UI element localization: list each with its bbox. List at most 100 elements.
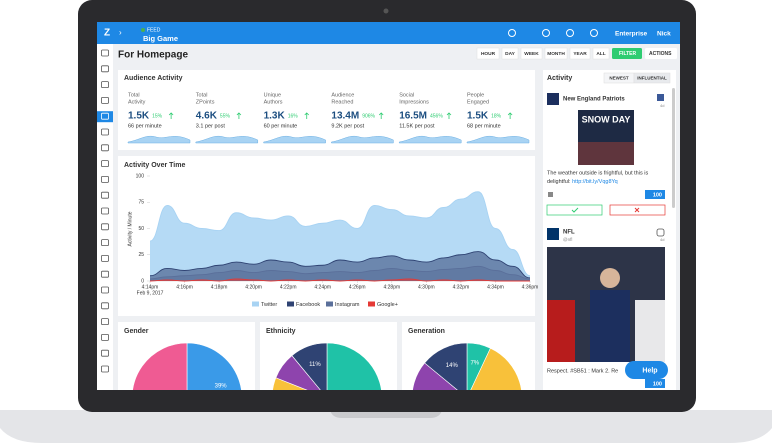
instagram-icon	[656, 228, 665, 237]
legend-label[interactable]: Google+	[377, 302, 398, 308]
sidebar-icon[interactable]	[101, 318, 109, 326]
legend-label[interactable]: Twitter	[261, 302, 277, 308]
sidebar-icon[interactable]	[101, 207, 109, 215]
sidebar-icon[interactable]	[101, 365, 109, 373]
metric-label: Total	[128, 92, 140, 98]
area-fill	[150, 266, 530, 281]
post-age: 4d	[660, 237, 664, 242]
legend-label[interactable]: Instagram	[335, 302, 360, 308]
time-filter-button[interactable]	[544, 47, 568, 60]
page-title: For Homepage	[118, 50, 188, 61]
time-filter-button[interactable]	[476, 47, 500, 60]
post-author[interactable]: NFL	[563, 230, 575, 236]
nav-icon[interactable]	[566, 29, 574, 37]
feed-name[interactable]: Big Game	[143, 34, 178, 43]
y-tick-label: 100	[136, 173, 145, 179]
y-axis-label: Activity / Minute	[127, 211, 133, 246]
sidebar-icon[interactable]	[101, 239, 109, 247]
like-icon[interactable]	[548, 192, 553, 197]
sidebar-icon[interactable]	[101, 65, 109, 73]
tab-label[interactable]: NEWEST	[609, 76, 629, 81]
post-text: Respect. #SB51 : Mark 2. Re	[547, 368, 618, 374]
time-filter-button[interactable]	[569, 47, 591, 60]
image-detail	[547, 300, 575, 362]
time-filter-button[interactable]	[592, 47, 610, 60]
sidebar-icon[interactable]	[101, 144, 109, 152]
metric-rate: 9.2K per post	[331, 123, 364, 129]
nav-icon[interactable]	[508, 29, 516, 37]
sidebar-icon[interactable]	[101, 160, 109, 168]
filter-button[interactable]	[612, 48, 642, 59]
sidebar-icon[interactable]	[101, 286, 109, 294]
actions-button[interactable]	[645, 48, 677, 59]
sidebar-icon[interactable]	[101, 302, 109, 310]
metric-value: 1.5K	[128, 111, 150, 122]
logo[interactable]: Z	[104, 28, 110, 39]
metric-label: Reached	[331, 99, 353, 105]
feed-label: FEED	[147, 27, 161, 33]
time-filter-label[interactable]: ALL	[596, 51, 605, 57]
time-filter-button[interactable]	[501, 47, 519, 60]
account-name[interactable]: Enterprise	[615, 31, 648, 38]
metric-rate: 60 per minute	[264, 123, 298, 129]
sparkline	[127, 135, 191, 144]
actions-label[interactable]: ACTIONS	[649, 51, 672, 57]
time-filter-label[interactable]: DAY	[505, 51, 515, 57]
approve-button[interactable]	[546, 204, 603, 216]
tab[interactable]	[633, 72, 671, 84]
x-date-label: Feb 9, 2017	[137, 290, 164, 296]
check-icon	[571, 207, 579, 213]
metric-change: 18%	[491, 113, 502, 119]
time-filter-label[interactable]: YEAR	[573, 51, 587, 57]
avatar[interactable]	[547, 228, 559, 240]
time-filter-label[interactable]: WEEK	[524, 51, 539, 57]
time-filters: HOUR DAY WEEK MONTH YEAR ALL	[476, 47, 610, 60]
sidebar-icons	[97, 49, 113, 373]
sidebar-icon[interactable]	[101, 254, 109, 262]
scrollbar[interactable]	[672, 88, 675, 208]
post-author[interactable]: New England Patriots	[563, 97, 625, 103]
user-name[interactable]: Nick	[657, 31, 671, 38]
pie-label: 7%	[470, 361, 479, 367]
sidebar-icon[interactable]	[101, 333, 109, 341]
x-tick-label: 4:18pm	[211, 284, 228, 290]
post-link[interactable]: http://bit.ly/Vqg8Yq	[572, 179, 618, 185]
time-filter-button[interactable]	[520, 47, 543, 60]
sidebar-icon[interactable]	[101, 112, 109, 120]
image-detail	[578, 142, 634, 165]
sidebar-icon[interactable]	[101, 49, 109, 57]
post-text: The weather outside is frightful, but th…	[547, 170, 648, 176]
sidebar-icon[interactable]	[101, 223, 109, 231]
sidebar-icon[interactable]	[101, 128, 109, 136]
sidebar-icon[interactable]	[101, 270, 109, 278]
sidebar-icon[interactable]	[101, 175, 109, 183]
time-filter-label[interactable]: HOUR	[481, 51, 496, 57]
active-indicator	[97, 111, 113, 123]
filter-label[interactable]: FILTER	[619, 51, 637, 57]
avatar[interactable]	[547, 93, 559, 105]
pie-slice	[132, 342, 188, 390]
metric-label: Audience	[331, 92, 354, 98]
metric-label: Engaged	[467, 99, 489, 105]
x-tick-label: 4:16pm	[176, 284, 193, 290]
y-tick-label: 75	[138, 200, 144, 206]
sidebar-icon[interactable]	[101, 349, 109, 357]
card-title: Gender	[124, 328, 149, 335]
nav-icon[interactable]	[590, 29, 598, 37]
nav-icon[interactable]	[542, 29, 550, 37]
sidebar-icon[interactable]	[101, 191, 109, 199]
legend-label[interactable]: Facebook	[296, 302, 320, 308]
help-button[interactable]	[625, 361, 668, 379]
metric-label: Activity	[128, 99, 146, 105]
sidebar-icon[interactable]	[101, 97, 109, 104]
help-label[interactable]: Help	[642, 367, 657, 374]
expand-icon[interactable]: ›	[119, 28, 122, 37]
sidebar-icon[interactable]	[101, 81, 109, 88]
facebook-icon	[657, 94, 664, 101]
pie-group: 39%12%11%7%14%	[132, 342, 522, 390]
time-filter-label[interactable]: MONTH	[547, 51, 565, 57]
tab-label[interactable]: INFLUENTIAL	[637, 76, 667, 81]
metric-change: 15%	[152, 113, 163, 119]
live-dot	[141, 28, 145, 32]
